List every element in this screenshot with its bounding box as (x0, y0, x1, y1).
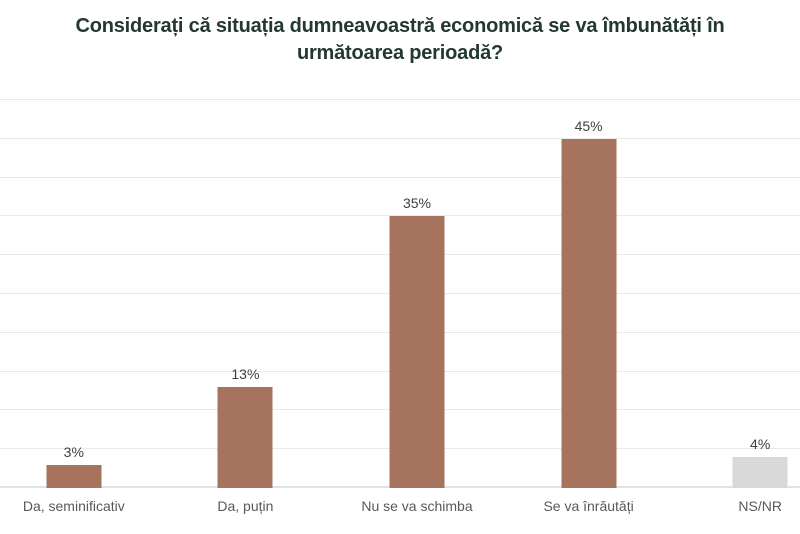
bar-2 (217, 387, 273, 488)
bar-4 (561, 138, 617, 488)
bar-value-label: 4% (750, 435, 771, 452)
x-axis-label: Se va înrăutăți (543, 498, 634, 514)
gridline (0, 99, 800, 100)
bar-slot: 4% (674, 100, 800, 488)
gridline (0, 215, 800, 217)
bar-value-label: 35% (402, 195, 431, 212)
chart-title-line2: următoarea perioadă? (296, 42, 504, 64)
x-axis-labels: Da, seminificativ Da, puțin Nu se va schim… (0, 498, 800, 514)
bar-3 (389, 216, 445, 488)
bar-slot: 35% (331, 100, 503, 488)
chart-title-line1: Considerați că situația dumneavoastră ec… (75, 15, 725, 37)
x-axis-label: Da, puțin (217, 498, 274, 514)
x-axis-label: NS/NR (738, 498, 782, 514)
bar-slot: 13% (160, 100, 332, 488)
bar-slot: 3% (0, 100, 160, 488)
x-axis-label: Da, seminificativ (22, 498, 125, 514)
bar-1 (46, 464, 102, 488)
chart-title: Considerați că situația dumneavoastră ec… (0, 13, 800, 67)
gridline (0, 137, 800, 139)
bar-5 (732, 456, 788, 488)
x-axis-label: Nu se va schimba (361, 498, 473, 514)
bar-value-label: 3% (63, 443, 84, 460)
bar-value-label: 45% (574, 117, 603, 134)
bars-row: 3% 13% 35% 45% 4% (0, 100, 800, 488)
bar-value-label: 13% (231, 366, 260, 383)
bar-slot: 45% (503, 100, 675, 488)
gridline (0, 176, 800, 178)
